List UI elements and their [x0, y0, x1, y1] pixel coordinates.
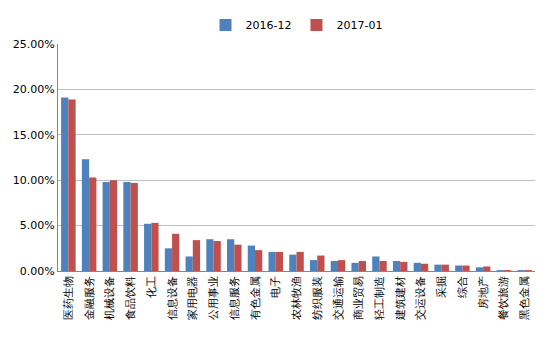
- svg-text:10.00%: 10.00%: [13, 174, 55, 187]
- svg-text:25.00%: 25.00%: [13, 38, 55, 51]
- svg-text:信息设备: 信息设备: [166, 276, 179, 320]
- svg-text:机械设备: 机械设备: [103, 276, 116, 320]
- svg-text:2016-12: 2016-12: [246, 19, 292, 32]
- svg-text:信息服务: 信息服务: [228, 276, 241, 320]
- svg-text:综合: 综合: [456, 276, 469, 298]
- svg-text:20.00%: 20.00%: [13, 83, 55, 96]
- svg-text:家用电器: 家用电器: [186, 276, 199, 320]
- svg-text:轻工制造: 轻工制造: [373, 276, 386, 320]
- svg-text:交通运输: 交通运输: [332, 276, 345, 320]
- svg-text:医药生物: 医药生物: [62, 276, 75, 320]
- svg-text:建筑建材: 建筑建材: [394, 276, 407, 321]
- svg-text:黑色金属: 黑色金属: [518, 276, 531, 320]
- svg-text:5.00%: 5.00%: [20, 219, 55, 232]
- svg-text:有色金属: 有色金属: [249, 276, 262, 320]
- svg-text:采掘: 采掘: [435, 276, 448, 298]
- svg-text:房地产: 房地产: [477, 276, 490, 309]
- svg-text:0.00%: 0.00%: [20, 265, 55, 278]
- svg-text:电子: 电子: [269, 276, 282, 298]
- svg-text:2017-01: 2017-01: [336, 19, 382, 32]
- svg-text:商业贸易: 商业贸易: [352, 276, 365, 320]
- svg-text:15.00%: 15.00%: [13, 129, 55, 142]
- svg-text:餐饮旅游: 餐饮旅游: [497, 276, 510, 320]
- svg-text:公用事业: 公用事业: [207, 276, 220, 320]
- svg-text:纺织服装: 纺织服装: [311, 276, 324, 320]
- svg-text:食品饮料: 食品饮料: [124, 276, 137, 320]
- svg-text:化工: 化工: [145, 276, 158, 298]
- svg-text:农林牧渔: 农林牧渔: [290, 276, 303, 320]
- svg-text:交运设备: 交运设备: [415, 276, 428, 320]
- svg-text:金融服务: 金融服务: [83, 276, 96, 320]
